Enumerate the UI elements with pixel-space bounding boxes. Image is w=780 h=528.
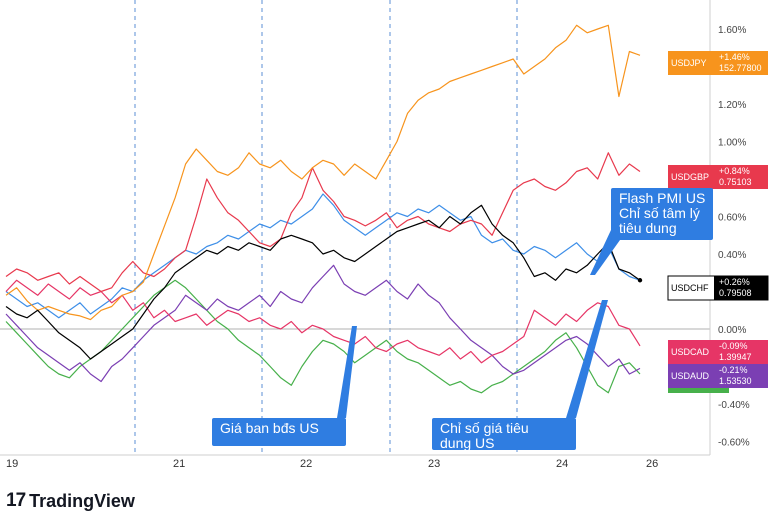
- series-line-usdnzd: [5, 279, 641, 394]
- usdchf-last-point: [637, 278, 643, 283]
- annotation-pointer-2: [590, 230, 620, 275]
- badge-value: 1.53530: [719, 376, 752, 386]
- series-line-usdchf: [5, 204, 641, 360]
- y-tick-label: 0.60%: [718, 213, 746, 224]
- annotation-pointer-0: [337, 326, 357, 418]
- series-line-blue: [5, 193, 641, 319]
- x-tick-label: 22: [300, 458, 312, 470]
- annotation-text: Giá ban bđs US: [220, 420, 319, 436]
- badge-pct: -0.09%: [719, 341, 748, 351]
- annotation-text: Chỉ số tâm lý: [619, 205, 700, 221]
- y-tick-label: -0.60%: [718, 438, 750, 449]
- annotation-text: Flash PMI US: [619, 190, 705, 206]
- badge-pct: +0.26%: [719, 277, 750, 287]
- badge-usdaud: USDAUD -0.21%1.53530: [668, 364, 768, 388]
- annotation-text: tiêu dung: [619, 220, 677, 236]
- badge-usdgbp: USDGBP +0.84%0.75103: [668, 165, 768, 189]
- annotation-text: Chỉ số giá tiêu: [440, 420, 529, 436]
- x-axis-ticks: 19 21 22 23 24 26: [6, 458, 658, 470]
- y-tick-label: 0.40%: [718, 250, 746, 261]
- badge-value: 0.79508: [719, 288, 752, 298]
- vertical-grid: [134, 0, 518, 455]
- x-tick-label: 19: [6, 458, 18, 470]
- tradingview-mark-icon: 17: [6, 490, 26, 511]
- badge-value: 152.77800: [719, 63, 762, 73]
- badge-pct: -0.21%: [719, 365, 748, 375]
- badge-value: 1.39947: [719, 352, 752, 362]
- badge-name: USDCAD: [671, 347, 710, 357]
- x-tick-label: 26: [646, 458, 658, 470]
- badge-name: USDAUD: [671, 371, 710, 381]
- badge-pct: +0.84%: [719, 166, 750, 176]
- series-lines: [5, 24, 643, 394]
- tradingview-wordmark: TradingView: [29, 490, 135, 511]
- y-tick-label: 1.00%: [718, 138, 746, 149]
- badge-pct: +1.46%: [719, 52, 750, 62]
- badge-usdjpy: USDJPY +1.46%152.77800: [668, 51, 768, 75]
- y-tick-label: 1.20%: [718, 100, 746, 111]
- badge-usdchf: USDCHF +0.26%0.79508: [667, 275, 769, 301]
- annotation-text: dung US: [440, 435, 494, 451]
- series-badges: USDJPY +1.46%152.77800 USDGBP +0.84%0.75103…: [667, 51, 769, 393]
- y-tick-label: 1.60%: [718, 25, 746, 36]
- badge-value: 0.75103: [719, 177, 752, 187]
- badge-name: USDGBP: [671, 172, 709, 182]
- badge-name: USDCHF: [671, 283, 709, 293]
- series-line-usdcad: [5, 279, 641, 364]
- badge-usdcad: USDCAD -0.09%1.39947: [668, 340, 768, 364]
- series-line-usdjpy: [5, 24, 641, 321]
- x-tick-label: 23: [428, 458, 440, 470]
- badge-name: USDJPY: [671, 58, 707, 68]
- x-tick-label: 21: [173, 458, 185, 470]
- series-line-usdaud: [5, 264, 641, 383]
- series-line-usdgbp: [5, 152, 641, 293]
- x-tick-label: 24: [556, 458, 568, 470]
- tradingview-logo[interactable]: 17 TradingView: [6, 488, 135, 514]
- annotation-pointer-1: [566, 300, 608, 418]
- annotation-0: Giá ban bđs US: [212, 418, 346, 446]
- y-tick-label: -0.40%: [718, 400, 750, 411]
- y-tick-label: 0.00%: [718, 325, 746, 336]
